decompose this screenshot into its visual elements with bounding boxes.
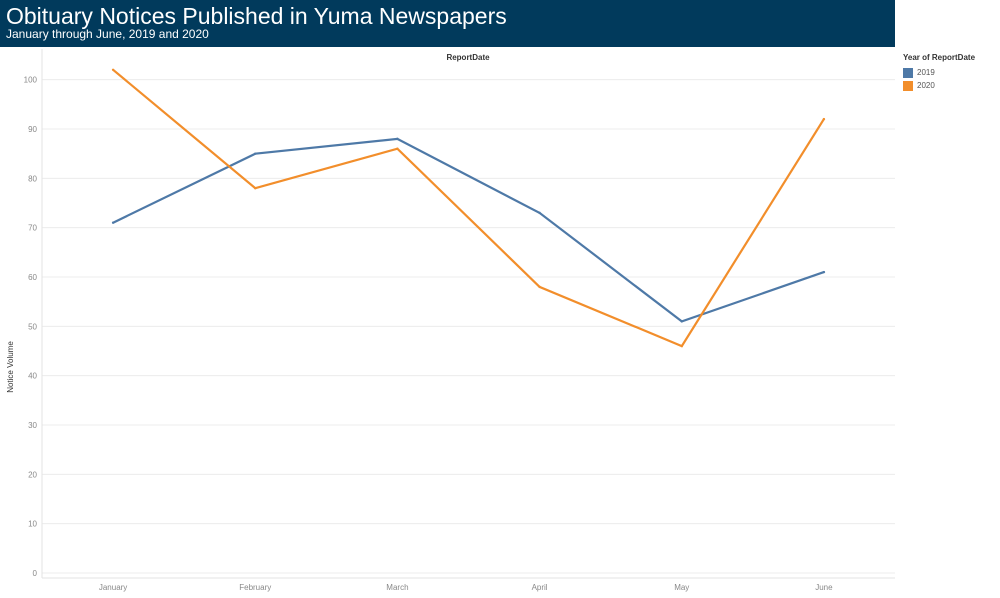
data-point-2019[interactable] — [822, 270, 826, 274]
series-line-2019[interactable] — [112, 137, 825, 323]
y-axis-label: Notice Volume — [6, 341, 15, 393]
page-title: Obituary Notices Published in Yuma Newsp… — [6, 3, 507, 29]
legend-swatch-2020 — [903, 80, 913, 91]
y-tick-label: 0 — [33, 569, 38, 578]
data-point-2020[interactable] — [254, 187, 257, 190]
legend-label-2019: 2019 — [917, 68, 935, 77]
data-point-2020[interactable] — [538, 285, 541, 289]
line-chart: ReportDate Notice Volume 0 10 20 30 40 50 60 70… — [6, 49, 895, 592]
data-point-2020[interactable] — [822, 117, 826, 121]
y-tick-label: 30 — [28, 421, 37, 430]
y-tick-label: 90 — [28, 125, 37, 134]
y-tick-label: 100 — [24, 76, 38, 85]
x-tick-label: May — [674, 583, 689, 592]
gridlines — [41, 49, 895, 579]
y-tick-label: 10 — [28, 520, 37, 529]
x-tick-label: June — [815, 583, 833, 592]
y-tick-label: 20 — [28, 470, 37, 479]
header-banner: Obituary Notices Published in Yuma Newsp… — [0, 0, 895, 47]
x-tick-label: February — [239, 583, 271, 592]
data-point-2020[interactable] — [396, 147, 399, 150]
y-tick-label: 80 — [28, 174, 37, 183]
legend-label-2020: 2020 — [917, 81, 935, 90]
x-tick-label: April — [532, 583, 548, 592]
chart-column-title: ReportDate — [446, 53, 490, 62]
legend-title: Year of ReportDate — [903, 53, 976, 62]
y-tick-label: 70 — [28, 224, 37, 233]
y-tick-label: 50 — [28, 322, 37, 331]
data-point-2019[interactable] — [680, 320, 683, 323]
series-lines — [111, 68, 826, 348]
data-point-2020[interactable] — [111, 68, 115, 71]
legend-swatch-2019 — [903, 67, 913, 78]
x-tick-label: January — [99, 583, 127, 592]
x-axis-ticks: January February March April May June — [99, 583, 833, 592]
legend: Year of ReportDate 2019 2020 — [903, 53, 999, 92]
data-point-2019[interactable] — [111, 221, 115, 224]
legend-item-2019[interactable]: 2019 — [903, 66, 999, 79]
data-point-2019[interactable] — [538, 211, 541, 215]
data-point-2020[interactable] — [680, 344, 683, 348]
y-tick-label: 60 — [28, 273, 37, 282]
legend-item-2020[interactable]: 2020 — [903, 79, 999, 92]
series-line-2020[interactable] — [112, 68, 825, 348]
chart-area: ReportDate Notice Volume 0 10 20 30 40 50 60 70… — [0, 47, 895, 593]
page-subtitle: January through June, 2019 and 2020 — [6, 27, 209, 41]
data-point-2019[interactable] — [254, 152, 257, 155]
data-point-2019[interactable] — [396, 137, 399, 141]
y-tick-label: 40 — [28, 372, 37, 381]
y-axis-ticks: 0 10 20 30 40 50 60 70 80 90 100 — [24, 76, 38, 578]
x-tick-label: March — [386, 583, 408, 592]
